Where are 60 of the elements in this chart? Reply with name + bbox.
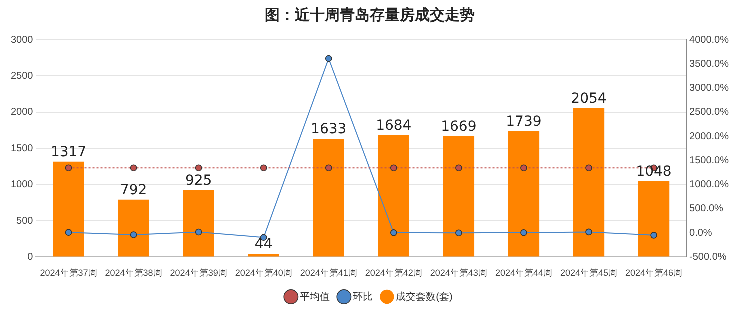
y2-tick-label: 500.0% — [690, 204, 724, 215]
bar — [638, 181, 670, 257]
data-label: 1669 — [441, 119, 477, 136]
point — [325, 55, 332, 62]
y2-tick-label: 1500.0% — [690, 155, 730, 166]
chart-title: 图：近十周青岛存量房成交走势 — [264, 5, 476, 26]
y2-tick-label: 0.0% — [690, 228, 712, 239]
data-label: 1739 — [506, 114, 542, 130]
point — [650, 232, 658, 239]
y-tick-label: 1000 — [10, 180, 34, 191]
x-tick-label: 2024年第39周 — [170, 268, 228, 278]
bar — [53, 162, 84, 257]
legend-label: 成交套数(套) — [396, 290, 453, 303]
x-tick-label: 2024年第37周 — [40, 268, 98, 278]
data-label: 44 — [254, 236, 273, 253]
data-label: 2054 — [571, 91, 607, 108]
data-label: 1633 — [311, 122, 347, 138]
bar — [378, 135, 410, 257]
bar — [443, 136, 475, 257]
point — [65, 229, 72, 236]
legend-label: 环比 — [353, 290, 374, 303]
x-tick-label: 2024年第43周 — [430, 268, 488, 278]
data-label: 1317 — [50, 144, 87, 160]
point — [130, 232, 138, 238]
bar — [313, 138, 344, 257]
y-tick-label: 3000 — [10, 34, 34, 46]
bar — [183, 190, 214, 257]
x-tick-label: 2024年第41周 — [300, 268, 358, 278]
data-label: 1048 — [636, 164, 672, 180]
point — [390, 230, 398, 236]
bar — [118, 200, 150, 257]
y2-tick-label: -500.0% — [690, 252, 727, 263]
x-tick-label: 2024年第42周 — [365, 268, 422, 278]
x-tick-label: 2024年第46周 — [625, 268, 683, 278]
y-tick-label: 0 — [28, 252, 34, 263]
bar — [573, 108, 605, 257]
x-tick-label: 2024年第40周 — [235, 268, 292, 278]
x-tick-label: 2024年第45周 — [560, 268, 618, 278]
y2-tick-label: 3000.0% — [690, 83, 730, 94]
y2-tick-label: 2000.0% — [690, 131, 730, 142]
x-tick-label: 2024年第44周 — [495, 268, 552, 278]
point — [520, 229, 528, 236]
y2-tick-label: 1000.0% — [690, 180, 730, 191]
y-tick-label: 2500 — [10, 70, 34, 82]
y2-tick-label: 3500.0% — [690, 58, 730, 70]
data-label: 1684 — [376, 118, 412, 134]
point — [195, 228, 202, 236]
data-label: 925 — [185, 172, 212, 189]
point — [586, 228, 592, 236]
bar — [508, 131, 540, 257]
x-tick-label: 2024年第38周 — [105, 268, 162, 278]
y-tick-label: 500 — [16, 216, 34, 227]
legend-label: 平均值 — [300, 290, 330, 303]
y2-tick-label: 4000.0% — [690, 34, 730, 46]
y-tick-label: 1500 — [10, 143, 34, 154]
point — [456, 230, 462, 237]
data-label: 792 — [120, 182, 148, 198]
y-tick-label: 2000 — [10, 107, 34, 118]
bar — [248, 254, 280, 257]
y2-tick-label: 2500.0% — [690, 107, 730, 118]
